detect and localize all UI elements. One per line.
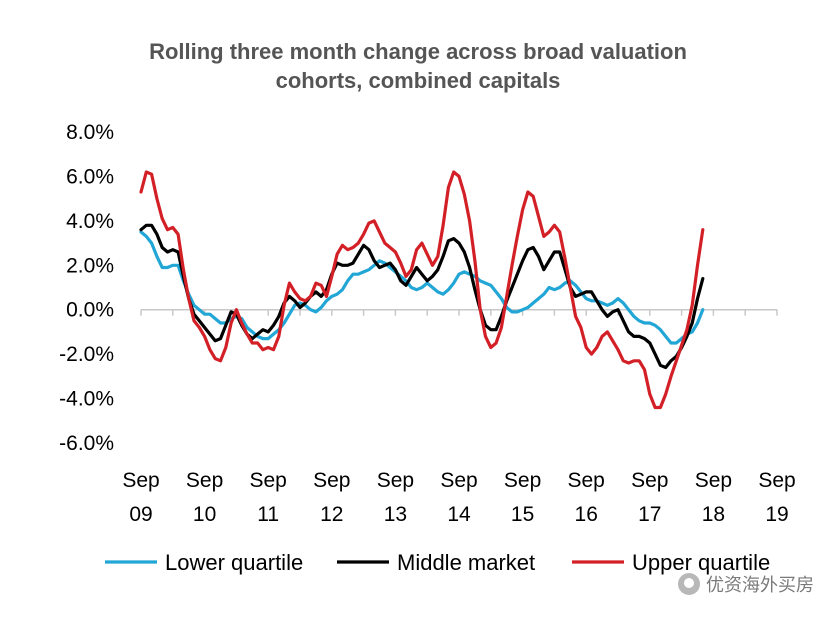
chart-title-line-1: Rolling three month change across broad … bbox=[149, 39, 687, 64]
series-line-upper-quartile bbox=[139, 170, 705, 410]
x-tick-label-year: 18 bbox=[702, 503, 725, 526]
y-tick-label: 6.0% bbox=[66, 165, 114, 188]
x-tick-label-year: 12 bbox=[320, 503, 343, 526]
x-tick-label-month: Sep bbox=[568, 469, 605, 492]
chart-title-line-2: cohorts, combined capitals bbox=[275, 68, 561, 93]
x-axis-labels: Sep 09 Sep 10 Sep 11 Sep 12 Sep 13 Sep 14 Sep 15 Sep 16… bbox=[122, 469, 795, 526]
x-tick-label-month: Sep bbox=[695, 469, 732, 492]
legend-label: Middle market bbox=[397, 550, 535, 575]
x-tick-label-month: Sep bbox=[758, 469, 795, 492]
y-tick-label: -4.0% bbox=[59, 388, 114, 411]
x-tick-label-year: 10 bbox=[193, 503, 216, 526]
legend-item-middle-market[interactable]: Middle market bbox=[337, 550, 535, 575]
x-tick-label-month: Sep bbox=[186, 469, 223, 492]
x-tick-label-year: 14 bbox=[447, 503, 471, 526]
legend-label: Lower quartile bbox=[165, 550, 303, 575]
x-tick-label-year: 15 bbox=[511, 503, 534, 526]
y-tick-label: 0.0% bbox=[66, 299, 114, 322]
legend-item-upper-quartile[interactable]: Upper quartile bbox=[572, 550, 770, 575]
zero-baseline bbox=[140, 308, 778, 316]
legend-label: Upper quartile bbox=[632, 550, 770, 575]
watermark: 优资海外买房 bbox=[678, 571, 814, 597]
legend-item-lower-quartile[interactable]: Lower quartile bbox=[105, 550, 303, 575]
y-tick-label: -6.0% bbox=[59, 432, 114, 455]
y-tick-label: 8.0% bbox=[66, 121, 114, 144]
x-tick-label-month: Sep bbox=[313, 469, 350, 492]
x-tick-label-month: Sep bbox=[631, 469, 668, 492]
x-tick-label-month: Sep bbox=[250, 469, 287, 492]
x-tick-label-year: 09 bbox=[129, 503, 152, 526]
x-tick-label-month: Sep bbox=[377, 469, 414, 492]
wechat-icon bbox=[678, 573, 700, 595]
y-tick-label: 4.0% bbox=[66, 210, 114, 233]
watermark-text: 优资海外买房 bbox=[706, 575, 814, 595]
legend[interactable]: Lower quartile Middle market Upper quartil… bbox=[105, 550, 770, 575]
x-tick-label-month: Sep bbox=[504, 469, 541, 492]
x-tick-label-year: 13 bbox=[384, 503, 407, 526]
y-tick-label: 2.0% bbox=[66, 254, 114, 277]
y-axis-labels: 8.0% 6.0% 4.0% 2.0% 0.0% -2.0% -4.0% -6.0% bbox=[59, 121, 114, 455]
x-tick-label-year: 17 bbox=[638, 503, 661, 526]
x-tick-label-month: Sep bbox=[440, 469, 477, 492]
y-tick-label: -2.0% bbox=[59, 343, 114, 366]
x-tick-label-year: 16 bbox=[575, 503, 598, 526]
series-lines bbox=[139, 170, 705, 410]
x-tick-label-year: 19 bbox=[765, 503, 788, 526]
x-tick-label-month: Sep bbox=[122, 469, 159, 492]
x-tick-label-year: 11 bbox=[257, 503, 279, 526]
